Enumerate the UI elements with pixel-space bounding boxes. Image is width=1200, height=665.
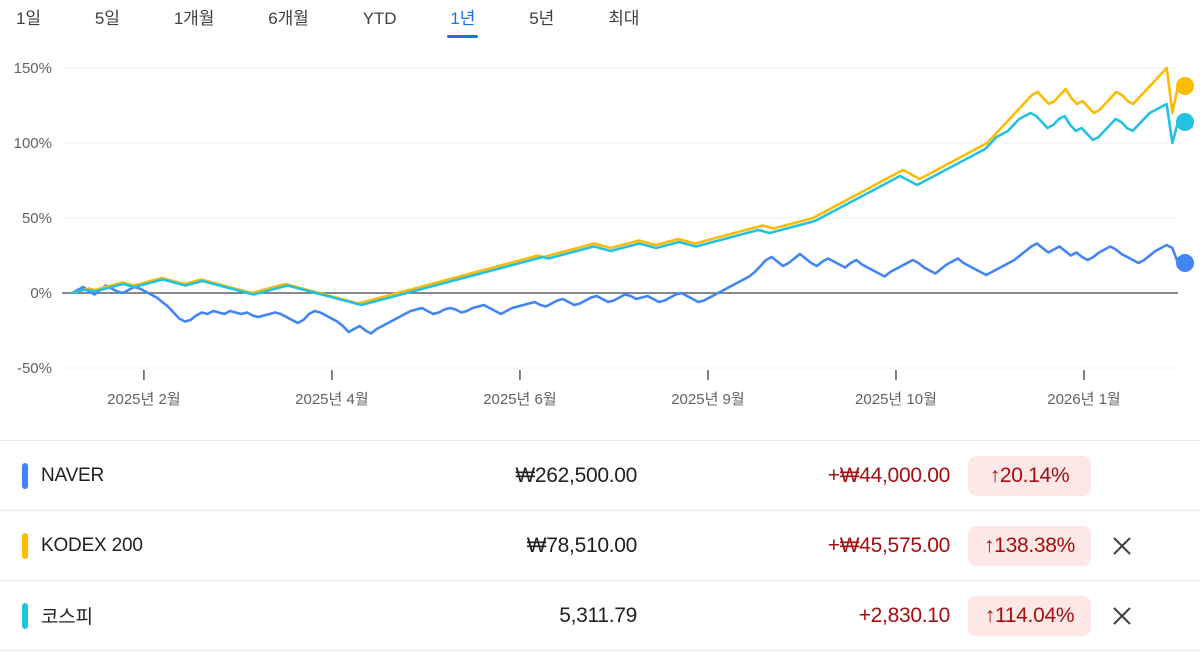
svg-text:150%: 150%	[14, 60, 52, 77]
series-name-kospi: 코스피	[41, 607, 93, 628]
close-icon[interactable]	[1105, 529, 1139, 563]
series-percent-badge-kospi: ↑114.04%	[968, 595, 1091, 636]
x-axis-ticks	[143, 370, 1085, 380]
y-axis-labels: 150% 100% 50% 0% -50%	[14, 60, 52, 377]
svg-text:2025년 6월: 2025년 6월	[483, 391, 556, 408]
svg-text:2025년 2월: 2025년 2월	[107, 391, 180, 408]
svg-text:100%: 100%	[14, 135, 52, 152]
range-tab-1m[interactable]: 1개월	[173, 9, 215, 28]
series-price-naver: ₩262,500.00	[515, 463, 637, 487]
comparison-chart[interactable]: 150% 100% 50% 0% -50% 2025년 2월 2025년 4월 2025년 …	[0, 50, 1200, 440]
svg-text:0%: 0%	[30, 285, 52, 302]
svg-text:2025년 10월: 2025년 10월	[855, 391, 937, 408]
range-tab-1y[interactable]: 1년	[447, 0, 479, 40]
svg-text:2026년 1월: 2026년 1월	[1047, 391, 1120, 408]
range-tab-6m[interactable]: 6개월	[268, 9, 309, 28]
series-lines[interactable]	[70, 66, 1180, 335]
range-tab-ytd[interactable]: YTD	[362, 9, 397, 28]
legend-row-naver[interactable]: NAVER ₩262,500.00 +₩44,000.00 ↑20.14%	[0, 441, 1200, 511]
svg-text:50%: 50%	[22, 210, 52, 227]
chart-canvas[interactable]: 150%100%50%0%-50% 2025년 2월 2025년 4월 2025년 …	[0, 50, 1200, 440]
series-color-swatch-naver	[22, 462, 28, 489]
legend-row-kospi[interactable]: 코스피 5,311.79 +2,830.10 ↑114.04%	[0, 581, 1200, 651]
legend-row-kodex-200[interactable]: KODEX 200 ₩78,510.00 +₩45,575.00 ↑138.38…	[0, 511, 1200, 581]
grid-lines	[62, 67, 1178, 369]
series-percent-badge-kodex-200: ↑138.38%	[968, 525, 1091, 566]
series-percent-badge-naver: ↑20.14%	[968, 455, 1091, 496]
svg-text:2025년 4월: 2025년 4월	[295, 391, 368, 408]
series-change-kodex-200: +₩45,575.00	[827, 533, 951, 557]
series-color-swatch-kospi	[22, 602, 28, 629]
range-tab-max[interactable]: 최대	[608, 9, 640, 28]
series-price-kodex-200: ₩78,510.00	[526, 533, 638, 557]
remove-cell-kospi	[1091, 599, 1153, 633]
range-tab-1d[interactable]: 1일	[16, 9, 41, 28]
series-price-kospi: 5,311.79	[559, 603, 637, 627]
series-end-markers	[1176, 77, 1194, 272]
close-icon[interactable]	[1105, 599, 1139, 633]
remove-cell-kodex-200	[1091, 529, 1153, 563]
remove-cell-naver	[1091, 459, 1153, 493]
svg-text:2025년 9월: 2025년 9월	[671, 391, 744, 408]
series-change-naver: +₩44,000.00	[827, 463, 951, 487]
x-axis-labels: 2025년 2월 2025년 4월 2025년 6월 2025년 9월 2025년 10…	[107, 391, 1121, 408]
range-tab-5d[interactable]: 5일	[94, 9, 120, 28]
series-name-kodex-200: KODEX 200	[41, 534, 143, 556]
range-tab-5y[interactable]: 5년	[529, 9, 555, 28]
series-legend-table: NAVER ₩262,500.00 +₩44,000.00 ↑20.14% KO…	[0, 440, 1200, 651]
svg-text:-50%: -50%	[17, 360, 52, 377]
range-tab-bar: 1일 5일 1개월 6개월 YTD 1년 5년 최대	[0, 0, 1200, 50]
series-name-naver: NAVER	[41, 464, 105, 486]
series-change-kospi: +2,830.10	[858, 603, 951, 627]
series-color-swatch-kodex-200	[22, 532, 28, 559]
